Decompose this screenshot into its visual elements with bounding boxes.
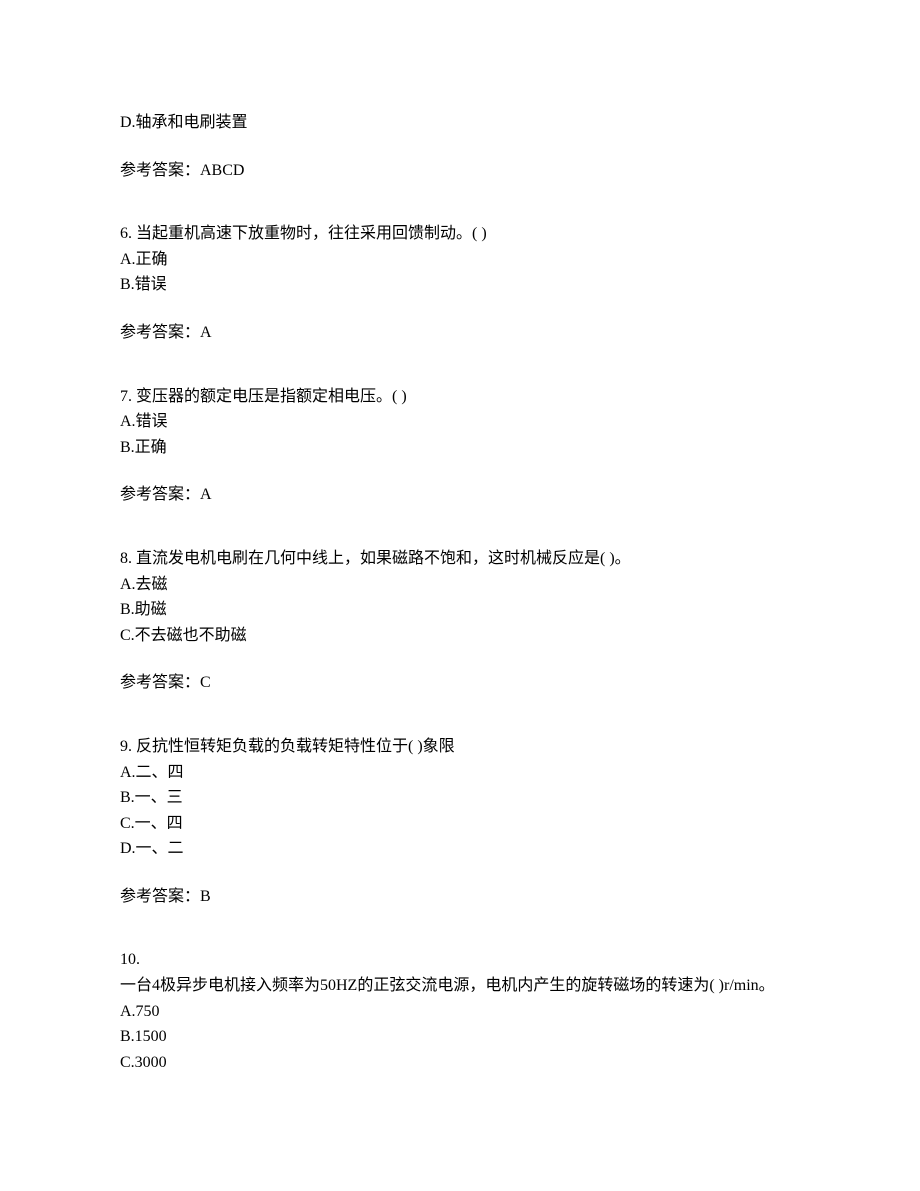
option-b: B.一、三 (120, 785, 800, 811)
question-8: 8. 直流发电机电刷在几何中线上，如果磁路不饱和，这时机械反应是( )。 A.去… (120, 546, 800, 696)
answer-text: 参考答案：A (120, 482, 800, 508)
option-a: A.正确 (120, 247, 800, 273)
question-stem: 9. 反抗性恒转矩负载的负载转矩特性位于( )象限 (120, 734, 800, 760)
option-b: B.助磁 (120, 597, 800, 623)
answer-text: 参考答案：ABCD (120, 162, 244, 179)
question-stem: 一台4极异步电机接入频率为50HZ的正弦交流电源，电机内产生的旋转磁场的转速为(… (120, 973, 800, 999)
option-a: A.二、四 (120, 760, 800, 786)
option-d: D.一、二 (120, 836, 800, 862)
answer-text: 参考答案：B (120, 884, 800, 910)
answer-text: 参考答案：A (120, 320, 800, 346)
question-stem: 8. 直流发电机电刷在几何中线上，如果磁路不饱和，这时机械反应是( )。 (120, 546, 800, 572)
question-stem: 6. 当起重机高速下放重物时，往往采用回馈制动。( ) (120, 221, 800, 247)
question-number: 10. (120, 947, 800, 973)
option-c: C.3000 (120, 1050, 800, 1076)
question-stem: 7. 变压器的额定电压是指额定相电压。( ) (120, 384, 800, 410)
question-10: 10. 一台4极异步电机接入频率为50HZ的正弦交流电源，电机内产生的旋转磁场的… (120, 947, 800, 1075)
option-c: C.不去磁也不助磁 (120, 623, 800, 649)
option-a: A.错误 (120, 409, 800, 435)
continuation-block: D.轴承和电刷装置 参考答案：ABCD (120, 110, 800, 183)
question-7: 7. 变压器的额定电压是指额定相电压。( ) A.错误 B.正确 参考答案：A (120, 384, 800, 508)
option-a: A.750 (120, 999, 800, 1025)
option-b: B.错误 (120, 272, 800, 298)
question-6: 6. 当起重机高速下放重物时，往往采用回馈制动。( ) A.正确 B.错误 参考… (120, 221, 800, 345)
option-b: B.1500 (120, 1024, 800, 1050)
page-container: D.轴承和电刷装置 参考答案：ABCD 6. 当起重机高速下放重物时，往往采用回… (0, 0, 920, 1191)
option-b: B.正确 (120, 435, 800, 461)
option-c: C.一、四 (120, 811, 800, 837)
answer-text: 参考答案：C (120, 670, 800, 696)
option-d: D.轴承和电刷装置 (120, 110, 800, 136)
option-a: A.去磁 (120, 572, 800, 598)
question-9: 9. 反抗性恒转矩负载的负载转矩特性位于( )象限 A.二、四 B.一、三 C.… (120, 734, 800, 910)
